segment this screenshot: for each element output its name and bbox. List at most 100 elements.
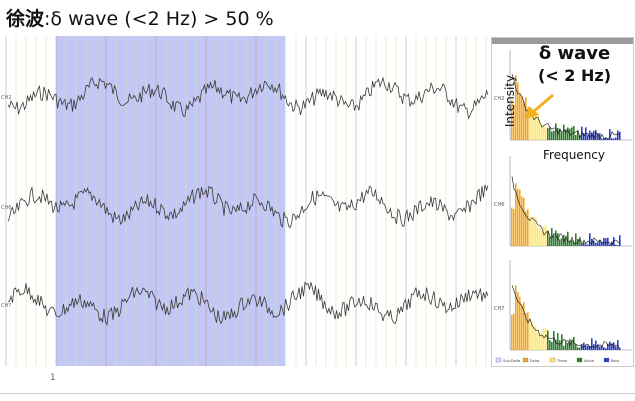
spectrum-bar <box>607 343 609 350</box>
spectrum-bar <box>571 127 573 140</box>
spectrum-bar <box>515 285 517 350</box>
spectrum-bar <box>603 237 605 246</box>
spectrum-bar <box>601 345 603 350</box>
spectrum-envelope <box>511 176 621 246</box>
spectrum-bar <box>531 112 533 140</box>
spectrum-bar <box>525 97 527 140</box>
spectrum-bar <box>617 245 619 246</box>
spectrum-bar <box>579 347 581 350</box>
spectrum-bar <box>529 113 531 140</box>
spectrum-bar <box>593 130 595 140</box>
spectrum-bar <box>567 342 569 350</box>
spectrum-bar <box>539 227 541 246</box>
spectrum-bar <box>569 240 571 246</box>
spectrum-bar <box>591 132 593 140</box>
spectrum-bar <box>607 139 609 140</box>
spectrum-panel: CH2 CH6 CH7 Sub-Delta Delta Theta Alpha Beta <box>491 37 634 367</box>
spectrum-bar <box>575 233 577 246</box>
spectrum-bar <box>597 133 599 140</box>
spectrum-bar <box>543 125 545 140</box>
spectrum-bar <box>527 312 529 350</box>
spectrum-bar <box>571 341 573 350</box>
spectrum-bar <box>565 129 567 140</box>
spectrum-bar <box>531 221 533 246</box>
spectrum-bar <box>521 305 523 350</box>
spectrum-bar <box>559 340 561 350</box>
title-rest: :δ wave (<2 Hz) > 50 % <box>44 8 274 30</box>
spectrum-bar <box>555 339 557 350</box>
spectrum-bar <box>601 138 603 140</box>
spectrum-bar <box>591 238 593 246</box>
spectrum-bar <box>511 207 513 246</box>
spectrum-bar <box>537 332 539 350</box>
eeg-waveform-panel: CH2 CH6 CH7 <box>0 36 490 366</box>
spectrum-bar <box>525 211 527 246</box>
legend-swatch <box>603 357 610 363</box>
spectrum-bar <box>595 242 597 246</box>
channel-label-ch2: CH2 <box>1 95 11 101</box>
spectrum-bar <box>541 125 543 140</box>
spectrum-bar <box>513 105 515 140</box>
channel-label-ch7: CH7 <box>1 303 11 309</box>
spectrum-bar <box>603 138 605 140</box>
spectrum-bar <box>527 208 529 246</box>
spectrum-bar <box>605 348 607 350</box>
spectrum-bar <box>595 130 597 140</box>
spectrum-bar <box>583 342 585 350</box>
spectrum-bar <box>543 226 545 246</box>
intensity-axis-label: Intensity <box>503 74 517 128</box>
spectrum-bar <box>615 137 617 140</box>
spectrum-bar <box>517 291 519 350</box>
spectrum-bar <box>619 131 621 140</box>
spectrum-bar <box>613 138 615 140</box>
spectrum-bar <box>517 188 519 246</box>
legend-label: Theta <box>556 359 567 363</box>
spectrum-plots: CH2 CH6 CH7 Sub-Delta Delta Theta Alpha Beta <box>494 50 632 363</box>
legend-label: Delta <box>530 359 539 363</box>
spectrum-bar <box>613 342 615 350</box>
spectrum-bar <box>515 75 517 140</box>
spectrum-bar <box>553 331 555 350</box>
spectrum-bar <box>567 127 569 140</box>
spectrum-bar <box>553 235 555 246</box>
spectrum-bar <box>523 101 525 140</box>
spectrum-bar <box>611 241 613 246</box>
spectrum-bar <box>585 345 587 350</box>
spectrum-bar <box>583 133 585 140</box>
legend-label: Alpha <box>584 359 594 363</box>
spectrum-bar <box>605 137 607 140</box>
spectrum-bar <box>615 346 617 350</box>
spectrum-bar <box>571 239 573 246</box>
delta-wave-annotation: δ wave (< 2 Hz) <box>538 43 611 87</box>
spectrum-bar <box>619 235 621 246</box>
spectrum-bar <box>555 123 557 140</box>
spectrum-bar <box>563 345 565 350</box>
bottom-divider <box>0 393 635 394</box>
spectrum-envelope <box>511 285 621 350</box>
highlight-window <box>56 36 285 366</box>
spectrum-bar <box>603 347 605 350</box>
spectrum-bar <box>599 133 601 140</box>
spectrum-plot-ch7: CH7 <box>494 260 632 351</box>
spectrum-bar <box>589 233 591 246</box>
spectrum-bar <box>533 117 535 140</box>
page-number: 1 <box>50 373 56 383</box>
spectrum-bar <box>513 209 515 246</box>
spectrum-bar <box>553 130 555 140</box>
spectrum-bar <box>595 340 597 350</box>
spectrum-bar <box>515 183 517 246</box>
spectrum-bar <box>551 341 553 350</box>
spectrum-bar <box>519 189 521 246</box>
spectrum-bar <box>605 238 607 246</box>
spectrum-bar <box>559 239 561 246</box>
spectrum-bar <box>619 348 621 350</box>
legend-label: Beta <box>611 359 619 363</box>
spectrum-bar <box>529 216 531 246</box>
spectrum-bar <box>577 130 579 140</box>
spectrum-bar <box>587 244 589 246</box>
spectrum-bar <box>609 129 611 140</box>
spectrum-bar <box>575 134 577 140</box>
spectrum-bar <box>597 242 599 246</box>
spectrum-bar <box>573 241 575 246</box>
spectrum-bar <box>587 345 589 350</box>
